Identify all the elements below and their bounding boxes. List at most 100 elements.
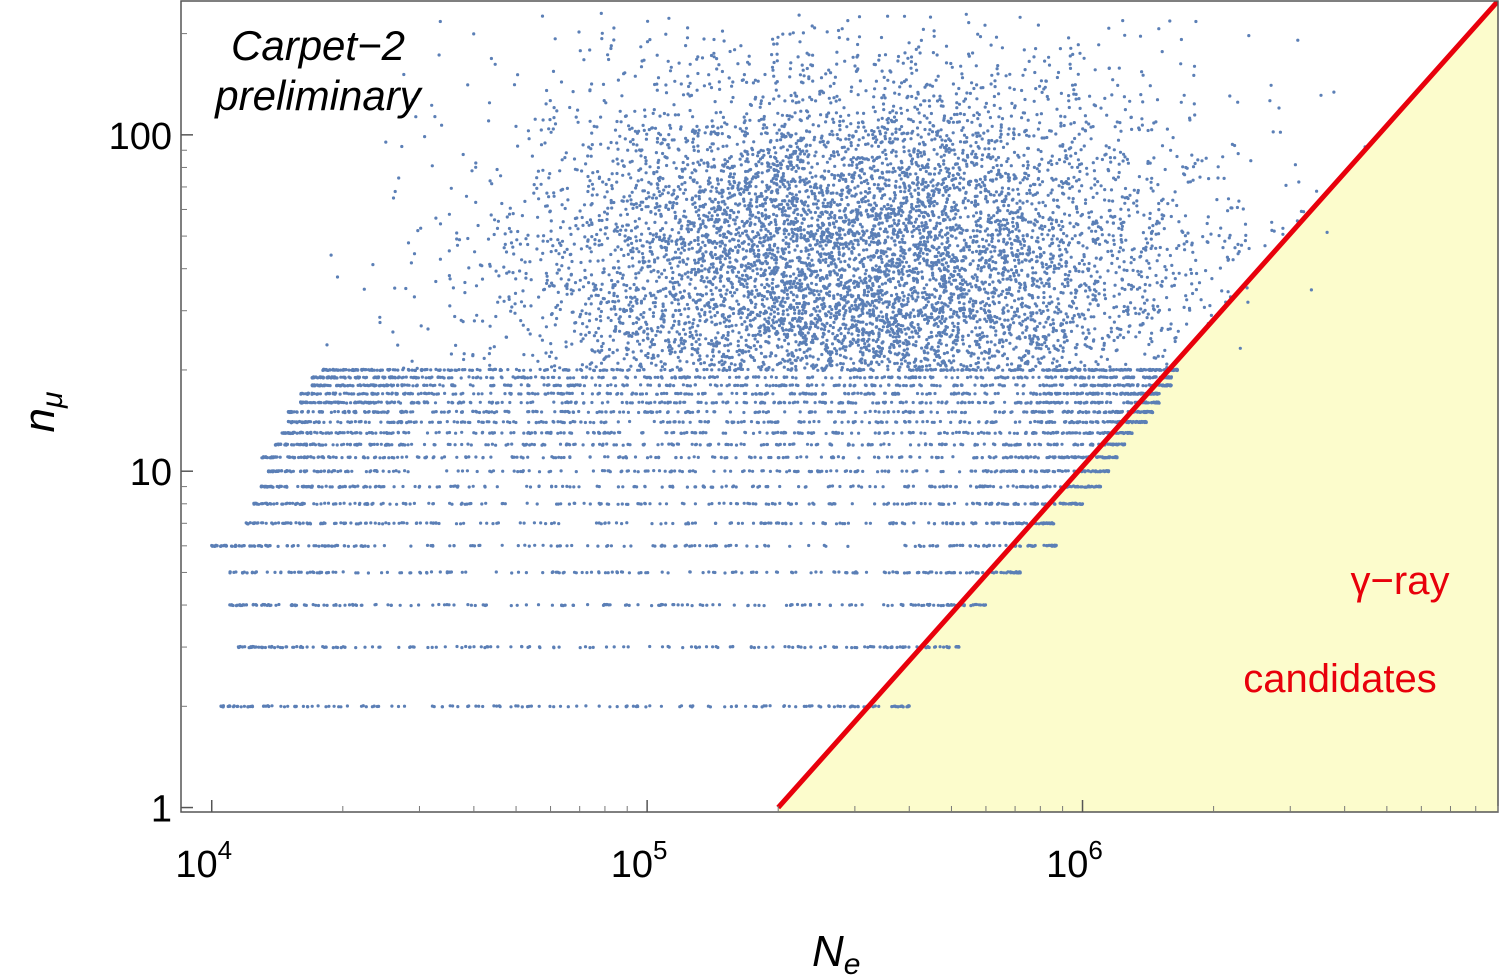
data-point [532,443,537,447]
data-point [637,400,641,404]
data-point [253,571,257,575]
data-point [404,431,408,435]
data-point [387,443,391,447]
data-point [766,420,770,424]
data-point [486,443,490,447]
data-point [787,645,791,649]
data-point [415,455,419,459]
data-point [309,431,313,435]
data-point [951,571,955,575]
data-point [509,431,513,435]
data-point [1018,420,1022,424]
data-point [481,704,485,709]
data-point [687,522,691,526]
data-point [259,502,263,506]
data-point [516,544,520,548]
data-point [799,521,803,526]
data-point [1065,410,1069,414]
data-point [860,443,864,447]
data-point [488,431,492,435]
data-point [411,401,415,405]
data-point [1147,375,1152,379]
data-point [698,431,702,435]
data-point [729,501,733,506]
data-point [1011,484,1015,488]
data-point [750,392,755,396]
data-point [962,391,966,395]
data-point [1082,384,1086,388]
data-point [265,570,269,574]
data-point [1045,544,1049,548]
data-point [614,521,619,525]
data-point [668,484,672,488]
data-point [281,521,285,525]
data-point [509,392,513,396]
data-point [557,455,561,459]
data-point [275,455,279,459]
data-point [1002,571,1006,575]
data-point [596,544,600,548]
data-point [1075,431,1079,435]
data-point [762,420,766,424]
data-point [997,501,1001,505]
data-point [734,570,738,574]
data-point [1037,375,1041,379]
data-point [821,383,825,387]
data-point [653,400,657,404]
data-point [406,392,410,396]
data-point [503,409,507,413]
data-point [915,391,920,396]
data-point [265,603,269,608]
data-point [1096,431,1100,435]
data-point [909,431,913,435]
data-point [698,603,702,607]
data-point [1057,391,1061,396]
data-point [461,391,465,395]
data-point [289,521,293,525]
data-point [856,704,860,709]
data-point [956,645,961,649]
data-point [331,646,335,650]
data-point [1053,455,1057,459]
data-point [320,485,324,489]
data-point [1097,410,1101,414]
data-point [230,544,234,548]
data-point [311,383,316,388]
data-point [900,502,905,506]
data-point [994,420,998,424]
data-point [290,443,294,447]
data-point [886,604,890,608]
data-point [1168,383,1172,387]
data-point [577,485,581,489]
data-point [512,431,516,435]
data-point [980,456,984,460]
data-point [253,501,257,505]
data-point [841,401,845,405]
data-point [534,420,538,425]
data-point [561,571,565,575]
data-point [979,430,984,434]
data-point [982,431,986,435]
data-point [476,392,480,396]
data-point [815,383,819,387]
data-point [774,442,779,447]
data-point [860,420,864,424]
data-point [1046,469,1050,473]
data-point [1119,392,1123,396]
data-point [764,704,768,708]
data-point [925,392,929,396]
data-point [345,469,349,473]
data-point [259,645,263,649]
data-point [326,501,331,505]
data-point [318,375,322,379]
data-point [455,420,460,424]
data-point [1093,391,1097,395]
data-point [658,502,662,506]
data-point [449,570,453,574]
data-point [541,543,545,547]
data-point [843,392,847,396]
data-point [626,442,630,446]
data-point [430,420,434,424]
data-point [305,400,309,404]
data-point [1130,401,1134,405]
